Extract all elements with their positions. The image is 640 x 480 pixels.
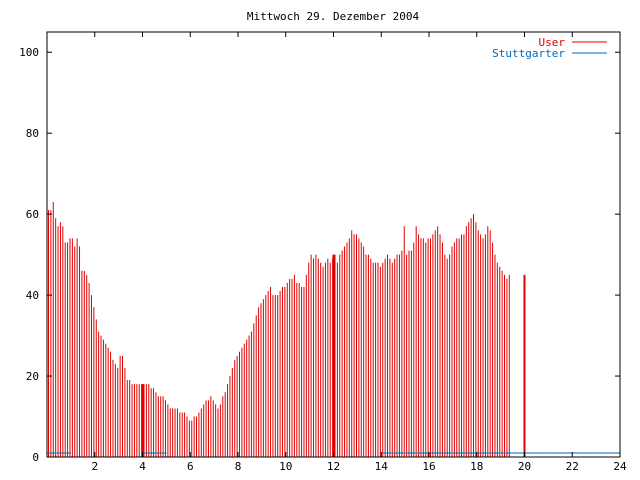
x-tick-label-14: 14 — [375, 460, 389, 473]
x-tick-label-12: 12 — [327, 460, 340, 473]
x-tick-label-20: 20 — [518, 460, 531, 473]
y-tick-label-40: 40 — [26, 289, 39, 302]
legend-label-user: User — [539, 36, 566, 49]
legend: User Stuttgarter — [492, 36, 607, 60]
y-tick-label-80: 80 — [26, 127, 39, 140]
y-tick-label-100: 100 — [19, 46, 39, 59]
x-tick-label-18: 18 — [470, 460, 483, 473]
x-tick-label-6: 6 — [187, 460, 194, 473]
x-tick-label-16: 16 — [422, 460, 435, 473]
x-tick-label-4: 4 — [139, 460, 146, 473]
x-tick-label-24: 24 — [613, 460, 627, 473]
y-tick-label-0: 0 — [32, 451, 39, 464]
y-tick-label-60: 60 — [26, 208, 39, 221]
bar-user-highlight-1 — [332, 254, 335, 457]
x-tick-label-8: 8 — [235, 460, 242, 473]
x-tick-label-2: 2 — [91, 460, 98, 473]
y-tick-label-20: 20 — [26, 370, 39, 383]
bar-user-highlight-0 — [141, 384, 144, 457]
bars-group — [48, 202, 526, 457]
legend-label-stuttgarter: Stuttgarter — [492, 47, 565, 60]
bar-user-highlight-2 — [523, 274, 526, 457]
x-tick-label-22: 22 — [566, 460, 579, 473]
x-tick-label-10: 10 — [279, 460, 292, 473]
chart-title: Mittwoch 29. Dezember 2004 — [247, 10, 420, 23]
